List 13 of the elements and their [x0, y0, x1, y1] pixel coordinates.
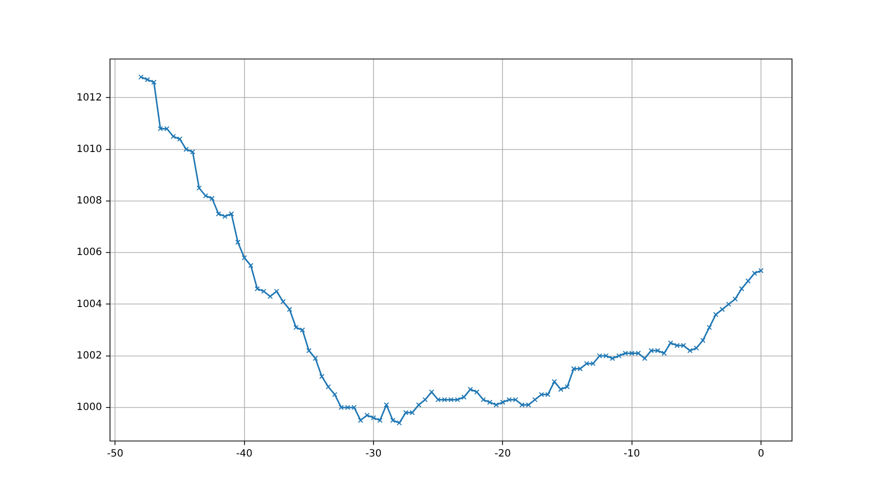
x-tick-label: 0: [758, 448, 764, 460]
y-tick-label: 1004: [76, 298, 102, 310]
y-tick-label: 1012: [76, 92, 102, 104]
x-tick-label: -50: [106, 448, 124, 460]
y-tick-label: 1000: [76, 402, 102, 414]
x-tick-label: -10: [624, 448, 640, 460]
y-tick-label: 1010: [76, 144, 102, 155]
x-tick-label: -20: [494, 448, 511, 460]
y-tick-label: 1008: [76, 196, 102, 207]
y-tick-label: 1006: [76, 247, 102, 258]
x-tick-label: -40: [236, 448, 253, 460]
y-tick-label: 1002: [76, 350, 102, 362]
x-tick-label: -30: [365, 448, 382, 460]
